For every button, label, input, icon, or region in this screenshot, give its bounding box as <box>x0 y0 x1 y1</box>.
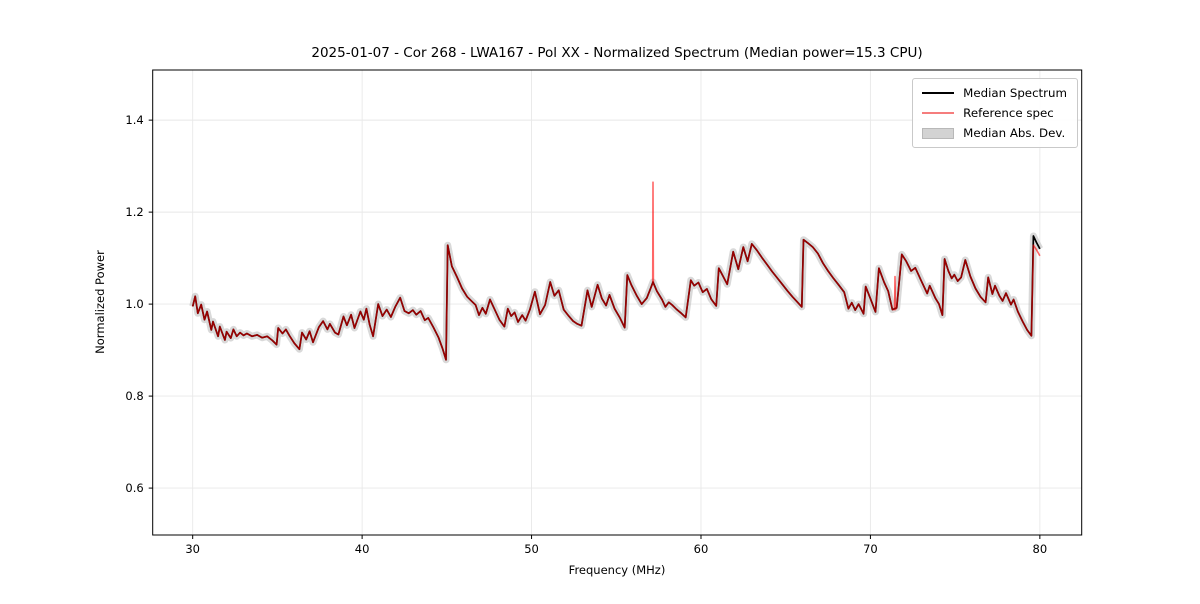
legend-label: Median Abs. Dev. <box>963 126 1066 140</box>
reference-spectrum-line <box>191 181 1041 361</box>
legend: Median Spectrum Reference spec Median Abs.… <box>912 78 1078 148</box>
x-tick-label: 60 <box>694 542 709 556</box>
legend-label: Reference spec <box>963 106 1054 120</box>
y-tick-label: 1.0 <box>125 297 143 311</box>
legend-item: Median Abs. Dev. <box>922 126 1067 140</box>
legend-line-swatch <box>922 91 955 95</box>
legend-item: Reference spec <box>922 106 1067 120</box>
plot-border <box>152 69 1083 536</box>
x-tick-label: 70 <box>863 542 878 556</box>
legend-line-swatch <box>922 111 955 115</box>
y-axis-label: Normalized Power <box>93 250 107 354</box>
y-tick-label: 1.4 <box>125 113 143 127</box>
legend-patch-swatch <box>922 127 955 139</box>
legend-label: Median Spectrum <box>963 86 1067 100</box>
x-tick-label: 30 <box>185 542 200 556</box>
median-spectrum-line <box>191 235 1041 361</box>
x-tick-label: 40 <box>355 542 370 556</box>
series-layer <box>189 181 1043 364</box>
y-tick-label: 0.6 <box>125 481 143 495</box>
mad-band <box>189 232 1043 364</box>
y-tick-label: 1.2 <box>125 205 143 219</box>
x-tick-label: 50 <box>524 542 539 556</box>
x-axis-label: Frequency (MHz) <box>569 563 666 577</box>
legend-item: Median Spectrum <box>922 86 1067 100</box>
tick-layer: 30 40 50 60 70 80 0.6 0.8 1.0 1.2 1.4 <box>125 113 1047 556</box>
x-tick-label: 80 <box>1033 542 1048 556</box>
chart-title: 2025-01-07 - Cor 268 - LWA167 - Pol XX -… <box>311 45 922 61</box>
y-tick-label: 0.8 <box>125 389 143 403</box>
